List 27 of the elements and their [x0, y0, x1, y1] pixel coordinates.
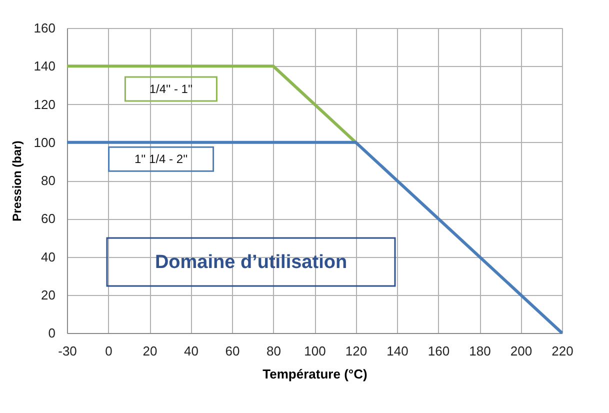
y-tick-label: 120	[34, 96, 56, 112]
x-tick-label: 0	[105, 344, 112, 358]
y-tick-label: 40	[41, 249, 56, 264]
y-tick-label: 20	[41, 287, 56, 302]
y-tick-label: 80	[41, 173, 56, 188]
y-axis-title: Pression (bar)	[10, 140, 24, 222]
x-tick-label: -30	[58, 344, 77, 358]
annotation: Domaine d’utilisation	[154, 252, 348, 273]
y-tick-label: 60	[41, 211, 56, 226]
y-tick-label: 140	[34, 58, 56, 74]
x-tick-label: 200	[510, 344, 532, 358]
x-tick-label: 160	[428, 344, 450, 358]
x-tick-label: 180	[469, 344, 491, 358]
y-tick-label: 100	[34, 134, 56, 150]
x-tick-label: 80	[266, 344, 281, 358]
x-tick-label: 220	[552, 344, 574, 358]
series-label: 1/4'' - 1''	[149, 82, 193, 96]
x-tick-label: 20	[142, 344, 158, 358]
y-tick-label: 0	[48, 326, 56, 340]
x-tick-label: 120	[345, 344, 368, 358]
x-tick-label: 100	[304, 344, 326, 358]
y-tick-label: 160	[34, 20, 56, 36]
x-axis-title: Température (°C)	[262, 366, 368, 382]
series-label: 1'' 1/4 - 2''	[134, 152, 188, 166]
x-tick-label: 140	[386, 344, 408, 358]
x-tick-label: 40	[184, 344, 198, 358]
x-tick-label: 60	[225, 344, 240, 358]
